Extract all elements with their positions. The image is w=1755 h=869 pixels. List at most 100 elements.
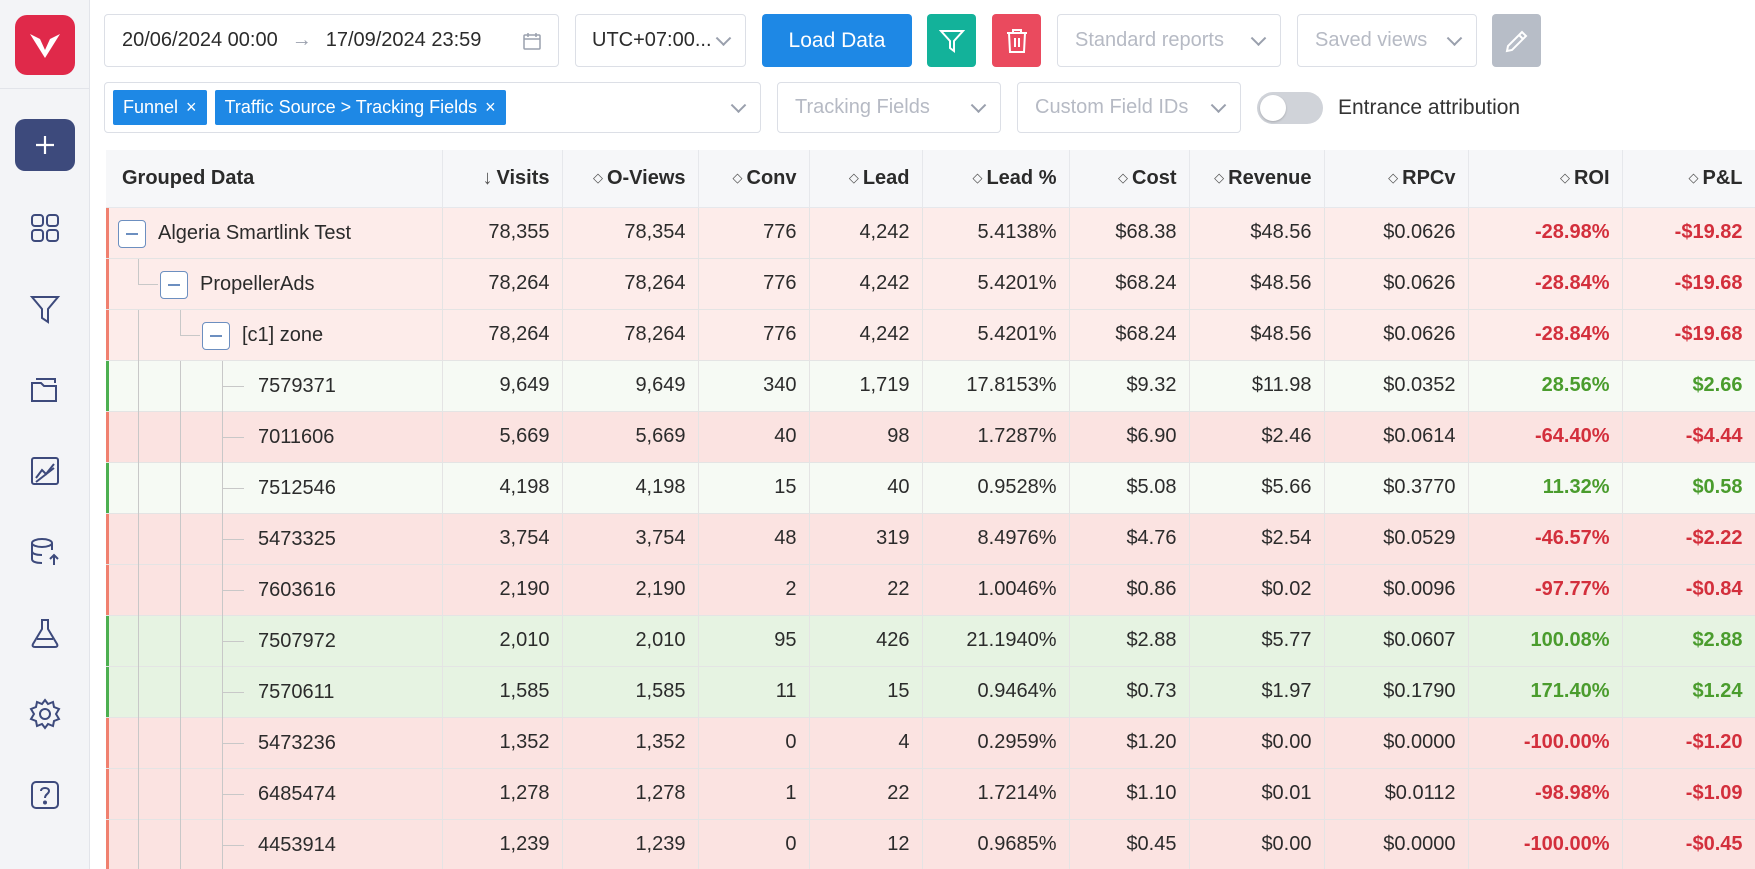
table-row[interactable]: 4453914 1,239 1,239 0 12 0.9685% $0.45 $0.00 $0.… bbox=[106, 819, 1755, 869]
grouped-data-cell[interactable]: 4453914 bbox=[106, 819, 443, 869]
lead-pct-cell: 1.0046% bbox=[922, 564, 1070, 616]
visits-cell: 9,649 bbox=[442, 360, 563, 412]
tag-traffic-source[interactable]: Traffic Source > Tracking Fields × bbox=[214, 90, 506, 125]
col-o-views[interactable]: ◇ O-Views bbox=[562, 150, 699, 208]
table-row[interactable]: 7507972 2,010 2,010 95 426 21.1940% $2.88 $5.77… bbox=[106, 615, 1755, 667]
col-cost[interactable]: ◇ Cost bbox=[1069, 150, 1190, 208]
o-views-cell: 9,649 bbox=[562, 360, 699, 412]
grouped-data-cell[interactable]: Algeria Smartlink Test bbox=[106, 207, 443, 259]
load-data-button[interactable]: Load Data bbox=[762, 14, 912, 67]
col-revenue[interactable]: ◇ Revenue bbox=[1189, 150, 1325, 208]
custom-field-ids-select[interactable]: Custom Field IDs bbox=[1017, 82, 1241, 133]
rpcv-cell: $0.0112 bbox=[1324, 768, 1469, 820]
col-roi[interactable]: ◇ ROI bbox=[1468, 150, 1623, 208]
help-icon[interactable] bbox=[25, 775, 65, 815]
grouped-data-cell[interactable]: 5473325 bbox=[106, 513, 443, 565]
tree-guide bbox=[138, 258, 139, 285]
tag-funnel[interactable]: Funnel × bbox=[113, 90, 207, 125]
grouped-data-cell[interactable]: 7011606 bbox=[106, 411, 443, 463]
tree-guide bbox=[222, 564, 223, 616]
collapse-icon[interactable] bbox=[202, 321, 230, 350]
grouped-data-cell[interactable]: 6485474 bbox=[106, 768, 443, 820]
table-row[interactable]: 7011606 5,669 5,669 40 98 1.7287% $6.90 $2.46 $0… bbox=[106, 411, 1755, 463]
rpcv-cell: $0.0000 bbox=[1324, 819, 1469, 869]
group-by-select[interactable]: Funnel × Traffic Source > Tracking Field… bbox=[104, 82, 761, 133]
row-name: 5473236 bbox=[258, 731, 336, 754]
col-rpcv[interactable]: ◇ RPCv bbox=[1324, 150, 1469, 208]
revenue-cell: $48.56 bbox=[1189, 207, 1325, 259]
close-icon[interactable]: × bbox=[186, 97, 197, 117]
grouped-data-cell[interactable]: 5473236 bbox=[106, 717, 443, 769]
lead-cell: 4,242 bbox=[809, 309, 923, 361]
sidebar-divider bbox=[0, 88, 90, 89]
cost-cell: $68.24 bbox=[1069, 309, 1190, 361]
rpcv-cell: $0.0096 bbox=[1324, 564, 1469, 616]
sort-icon: ◇ bbox=[1688, 169, 1699, 185]
tracking-fields-select[interactable]: Tracking Fields bbox=[777, 82, 1001, 133]
table-row[interactable]: 7512546 4,198 4,198 15 40 0.9528% $5.08 $5.66 $0… bbox=[106, 462, 1755, 514]
grouped-data-cell[interactable]: 7570611 bbox=[106, 666, 443, 718]
col-grouped-data[interactable]: Grouped Data bbox=[106, 150, 443, 208]
cost-cell: $6.90 bbox=[1069, 411, 1190, 463]
dashboard-icon[interactable] bbox=[25, 208, 65, 248]
plus-icon[interactable] bbox=[15, 119, 75, 171]
funnel-icon[interactable] bbox=[25, 289, 65, 329]
table-row[interactable]: [c1] zone 78,264 78,264 776 4,242 5.4201% $68.… bbox=[106, 309, 1755, 361]
col-visits[interactable]: ↓ Visits bbox=[442, 150, 563, 208]
grouped-data-cell[interactable]: 7579371 bbox=[106, 360, 443, 412]
grouped-data-cell[interactable]: 7507972 bbox=[106, 615, 443, 667]
table-row[interactable]: Algeria Smartlink Test 78,355 78,354 776 4,2… bbox=[106, 207, 1755, 259]
table-row[interactable]: 7603616 2,190 2,190 2 22 1.0046% $0.86 $0.02 $0.… bbox=[106, 564, 1755, 616]
delete-button[interactable] bbox=[992, 14, 1041, 67]
flask-icon[interactable] bbox=[25, 613, 65, 653]
o-views-cell: 1,585 bbox=[562, 666, 699, 718]
table-row[interactable]: 7570611 1,585 1,585 11 15 0.9464% $0.73 $1.97 $0… bbox=[106, 666, 1755, 718]
revenue-cell: $2.54 bbox=[1189, 513, 1325, 565]
grouped-data-cell[interactable]: 7603616 bbox=[106, 564, 443, 616]
row-name: 7579371 bbox=[258, 374, 336, 397]
table-row[interactable]: 5473236 1,352 1,352 0 4 0.2959% $1.20 $0.00 $0.0… bbox=[106, 717, 1755, 769]
edit-button[interactable] bbox=[1492, 14, 1541, 67]
table-row[interactable]: 5473325 3,754 3,754 48 319 8.4976% $4.76 $2.54 $… bbox=[106, 513, 1755, 565]
database-upload-icon[interactable] bbox=[25, 532, 65, 572]
lead-cell: 98 bbox=[809, 411, 923, 463]
sort-icon: ◇ bbox=[1388, 169, 1399, 185]
gear-icon[interactable] bbox=[25, 694, 65, 734]
entrance-attribution-toggle[interactable] bbox=[1257, 92, 1323, 124]
sort-icon: ◇ bbox=[1118, 169, 1129, 185]
visits-cell: 78,355 bbox=[442, 207, 563, 259]
date-range-picker[interactable]: 20/06/2024 00:00 → 17/09/2024 23:59 bbox=[104, 14, 559, 67]
timezone-select[interactable]: UTC+07:00... bbox=[575, 14, 746, 67]
logo-icon[interactable] bbox=[15, 15, 75, 75]
saved-views-select[interactable]: Saved views bbox=[1297, 14, 1477, 67]
chart-icon[interactable] bbox=[25, 451, 65, 491]
filter-button[interactable] bbox=[927, 14, 976, 67]
col-lead[interactable]: ◇ Lead bbox=[809, 150, 923, 208]
table-row[interactable]: 7579371 9,649 9,649 340 1,719 17.8153% $9.32 $1… bbox=[106, 360, 1755, 412]
roi-cell: -28.84% bbox=[1468, 309, 1623, 361]
conv-cell: 2 bbox=[698, 564, 810, 616]
close-icon[interactable]: × bbox=[485, 97, 496, 117]
col-pl[interactable]: ◇ P&L bbox=[1622, 150, 1755, 208]
tree-guide bbox=[180, 819, 181, 869]
collapse-icon[interactable] bbox=[118, 219, 146, 248]
visits-cell: 5,669 bbox=[442, 411, 563, 463]
visits-cell: 4,198 bbox=[442, 462, 563, 514]
table-row[interactable]: PropellerAds 78,264 78,264 776 4,242 5.4201% $… bbox=[106, 258, 1755, 310]
tree-connector bbox=[222, 487, 244, 489]
grouped-data-cell[interactable]: 7512546 bbox=[106, 462, 443, 514]
tree-connector bbox=[222, 742, 244, 744]
standard-reports-select[interactable]: Standard reports bbox=[1057, 14, 1281, 67]
tree-connector bbox=[138, 283, 158, 285]
col-conv[interactable]: ◇ Conv bbox=[698, 150, 810, 208]
col-label: RPCv bbox=[1402, 166, 1456, 189]
collapse-icon[interactable] bbox=[160, 270, 188, 299]
grouped-data-cell[interactable]: [c1] zone bbox=[106, 309, 443, 361]
table-row[interactable]: 6485474 1,278 1,278 1 22 1.7214% $1.10 $0.01 $0.… bbox=[106, 768, 1755, 820]
folder-icon[interactable] bbox=[25, 370, 65, 410]
tree-guide bbox=[138, 462, 139, 514]
grouped-data-cell[interactable]: PropellerAds bbox=[106, 258, 443, 310]
rpcv-cell: $0.0626 bbox=[1324, 258, 1469, 310]
col-lead-pct[interactable]: ◇ Lead % bbox=[922, 150, 1070, 208]
visits-cell: 2,010 bbox=[442, 615, 563, 667]
